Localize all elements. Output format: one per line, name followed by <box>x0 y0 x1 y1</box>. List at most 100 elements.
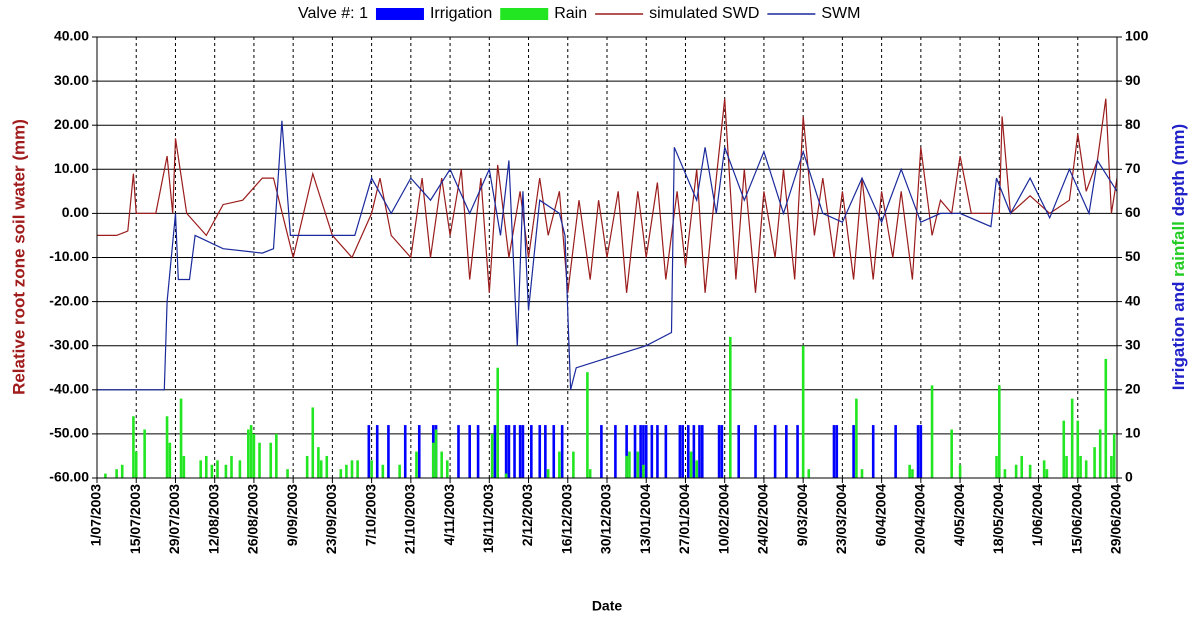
bar <box>1003 469 1007 478</box>
bar <box>496 367 500 478</box>
bar <box>490 433 494 478</box>
bar <box>639 425 642 478</box>
x-tick-label: 16/12/2003 <box>558 484 574 554</box>
x-tick-label: 12/08/2003 <box>205 484 221 554</box>
bar <box>538 425 542 478</box>
bar <box>247 429 250 478</box>
y2-axis-title-part: depth (mm) <box>1169 124 1188 221</box>
bar <box>785 425 788 478</box>
bar <box>625 455 628 478</box>
bar <box>894 425 897 478</box>
x-tick-label: 6/04/2004 <box>872 484 888 546</box>
bar <box>572 451 575 478</box>
y-tick-label: -10.00 <box>49 248 89 264</box>
bar <box>958 464 962 478</box>
bar <box>664 425 668 478</box>
bar <box>1079 455 1082 478</box>
bar <box>493 425 497 478</box>
line <box>97 98 1118 293</box>
y2-axis-title-part: rainfall <box>1169 221 1188 277</box>
y2-axis-title-part: Irrigation and <box>1169 277 1188 390</box>
bar <box>614 425 617 478</box>
bar <box>700 425 704 478</box>
bar <box>720 425 724 478</box>
bar <box>504 425 508 478</box>
legend-swatch <box>375 8 424 20</box>
y2-axis-title: Irrigation and rainfall depth (mm) <box>1169 124 1188 390</box>
bar <box>689 451 693 478</box>
bar <box>530 425 533 478</box>
legend-label: Rain <box>554 5 587 22</box>
bar <box>1020 455 1024 478</box>
bar <box>1110 455 1113 478</box>
y-tick-label: -20.00 <box>49 292 89 308</box>
bar <box>504 473 508 478</box>
bar <box>356 460 359 478</box>
bar <box>642 425 645 478</box>
x-tick-label: 4/11/2003 <box>441 484 457 546</box>
bar <box>182 455 186 478</box>
bar <box>1062 420 1066 478</box>
bar <box>269 442 273 478</box>
bar <box>852 425 855 478</box>
y-tick-label: 10.00 <box>54 160 89 176</box>
bar <box>998 385 1001 478</box>
x-tick-label: 23/03/2004 <box>833 484 849 554</box>
bar <box>908 464 911 478</box>
bar <box>258 442 261 478</box>
bar <box>1045 469 1049 478</box>
x-tick-label: 29/06/2004 <box>1108 484 1124 554</box>
bar <box>796 425 799 478</box>
bar <box>644 425 648 478</box>
bar <box>681 425 684 478</box>
y2-tick-label: 70 <box>1125 160 1141 176</box>
x-tick-label: 18/11/2003 <box>480 484 496 554</box>
x-tick-label: 2/12/2003 <box>519 484 535 546</box>
bar <box>1070 398 1074 478</box>
bar <box>544 425 547 478</box>
legend-label: SWM <box>821 5 860 22</box>
bar <box>457 425 460 478</box>
y-tick-label: 30.00 <box>54 72 89 88</box>
bar <box>1084 460 1088 478</box>
bar <box>600 425 603 478</box>
bar <box>560 425 564 478</box>
bar <box>625 425 628 478</box>
x-tick-label: 30/12/2003 <box>598 484 614 554</box>
x-tick-label: 4/05/2004 <box>951 484 967 546</box>
bar <box>686 425 690 478</box>
y2-tick-label: 90 <box>1125 72 1141 88</box>
bar <box>513 425 516 478</box>
bar <box>633 425 637 478</box>
bar <box>216 460 219 478</box>
bar <box>168 442 172 478</box>
y-tick-label: 20.00 <box>54 116 89 132</box>
bar <box>339 469 343 478</box>
bar <box>855 398 858 478</box>
y2-tick-label: 80 <box>1125 116 1141 132</box>
x-tick-label: 27/01/2004 <box>676 484 692 554</box>
bar <box>415 451 418 478</box>
bar <box>367 425 371 478</box>
bar <box>317 447 320 478</box>
x-tick-label: 23/09/2003 <box>323 484 339 554</box>
bar <box>678 425 682 478</box>
x-tick-label: 15/06/2004 <box>1068 484 1084 554</box>
bar <box>210 464 214 478</box>
legend: Valve #: 1 Irrigation Rain simulated SWD SW… <box>298 5 860 22</box>
bar <box>468 425 471 478</box>
bar <box>642 464 645 478</box>
bar <box>417 425 421 478</box>
legend-label: Irrigation <box>430 5 492 22</box>
y-tick-label: -60.00 <box>49 469 89 485</box>
x-tick-label: 29/07/2003 <box>166 484 182 554</box>
bar <box>381 464 385 478</box>
bar <box>319 460 323 478</box>
y2-tick-label: 0 <box>1125 469 1133 485</box>
bar <box>403 425 407 478</box>
bar <box>773 425 777 478</box>
bar <box>636 451 640 478</box>
bar <box>801 345 805 478</box>
bar <box>249 425 253 478</box>
bar <box>398 464 401 478</box>
